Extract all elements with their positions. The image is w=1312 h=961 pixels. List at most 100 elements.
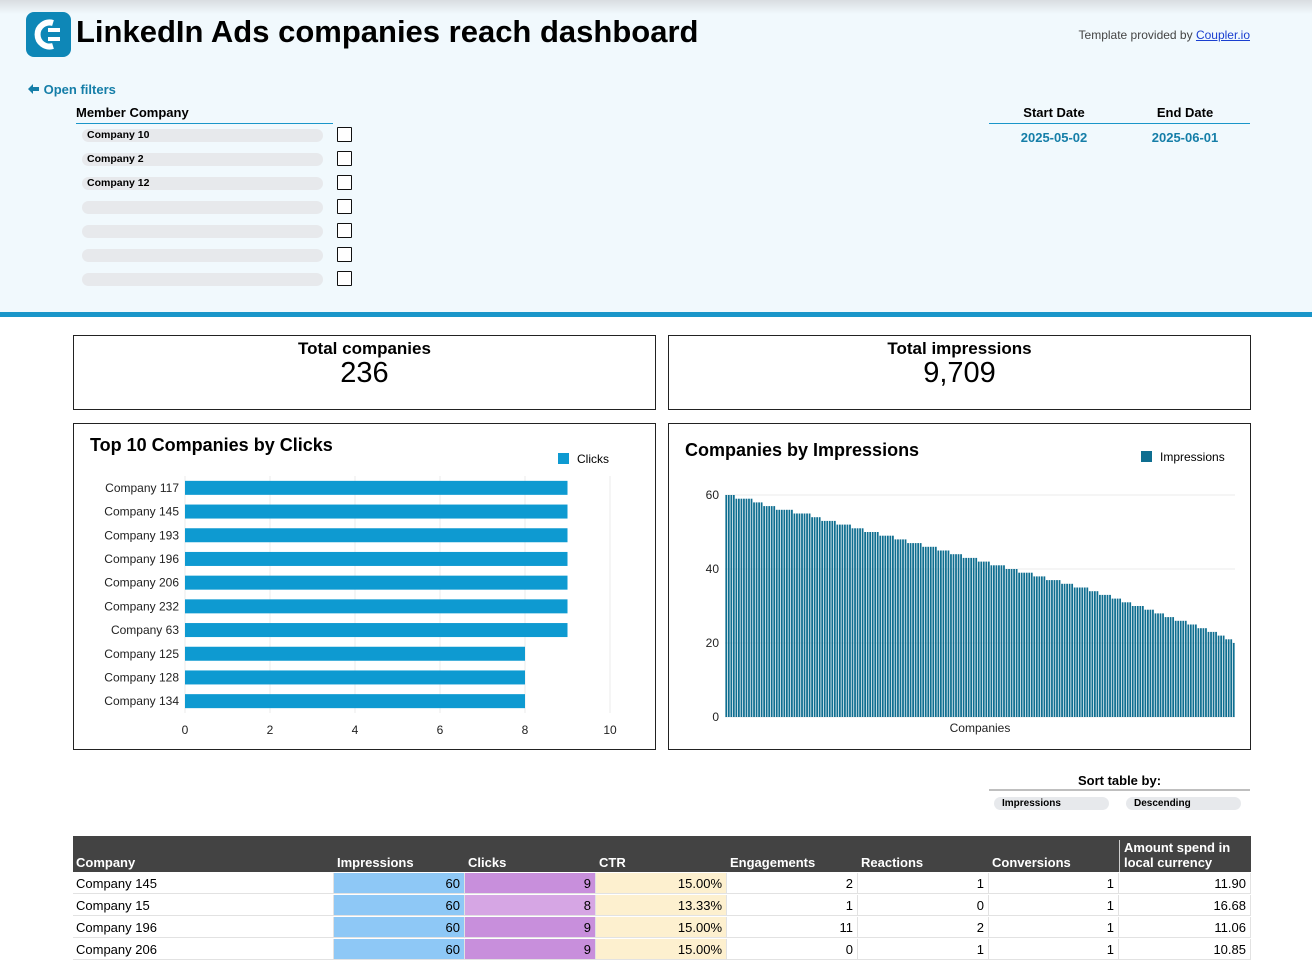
member-company-checkbox[interactable] <box>337 271 352 286</box>
impressions-bar <box>1141 606 1144 717</box>
table-row[interactable]: Company 206 60 9 15.00% 0 1 1 10.85 <box>73 939 1251 961</box>
impressions-bar <box>977 561 980 717</box>
impressions-bar <box>1023 572 1026 717</box>
member-company-option[interactable] <box>82 225 323 238</box>
sort-order-select[interactable]: Descending <box>1126 797 1241 810</box>
impressions-cell: 60 <box>334 917 465 938</box>
impressions-bar <box>1111 598 1114 717</box>
column-header-amount-spend[interactable]: Amount spend in local currency <box>1119 840 1251 872</box>
date-range-header: Start Date End Date <box>989 105 1250 124</box>
impressions-bar <box>1010 569 1013 717</box>
impressions-bar <box>912 543 914 717</box>
coupler-link[interactable]: Coupler.io <box>1195 28 1250 42</box>
header-shadow <box>0 0 1312 14</box>
impressions-bar-chart: 0 20 40 60 Companies <box>706 488 1235 735</box>
impressions-bar <box>1212 631 1215 717</box>
impressions-bar <box>1104 594 1106 717</box>
impressions-bar <box>1154 613 1157 717</box>
coupler-logo-icon <box>26 12 71 57</box>
start-date-label: Start Date <box>1023 105 1085 120</box>
impressions-bar <box>1147 609 1149 717</box>
column-header-ctr[interactable]: CTR <box>599 855 626 870</box>
impressions-bar <box>828 520 831 717</box>
member-company-checkbox[interactable] <box>337 247 352 262</box>
impressions-bar <box>763 506 766 717</box>
member-company-checkbox[interactable] <box>337 223 352 238</box>
category-label: Company 193 <box>104 528 179 542</box>
table-row[interactable]: Company 196 60 9 15.00% 11 2 1 11.06 <box>73 917 1251 939</box>
column-header-clicks[interactable]: Clicks <box>468 855 507 870</box>
impressions-bar <box>998 565 1000 717</box>
impressions-bar <box>902 539 904 717</box>
impressions-bar <box>924 546 927 717</box>
impressions-bar <box>1167 617 1169 717</box>
member-company-option[interactable] <box>82 201 323 214</box>
y-tick-label: 20 <box>706 636 720 650</box>
member-company-option[interactable] <box>82 273 323 286</box>
impressions-bar <box>831 520 834 717</box>
table-row[interactable]: Company 145 60 9 15.00% 2 1 1 11.90 <box>73 873 1251 895</box>
impressions-bar <box>1073 587 1076 717</box>
impressions-bar <box>1126 602 1129 717</box>
impressions-bar <box>962 557 965 717</box>
conversions-cell: 1 <box>989 939 1119 960</box>
impressions-bar <box>798 513 801 717</box>
y-tick-label: 0 <box>712 710 719 724</box>
start-date-value[interactable]: 2025-05-02 <box>1020 130 1088 145</box>
x-axis-label: Companies <box>950 721 1011 735</box>
impressions-bar <box>727 495 730 717</box>
column-header-impressions[interactable]: Impressions <box>337 855 414 870</box>
impressions-bar <box>854 528 856 717</box>
column-header-conversions[interactable]: Conversions <box>992 855 1071 870</box>
impressions-bar <box>793 513 796 717</box>
end-date-label: End Date <box>1156 105 1214 120</box>
ctr-cell: 13.33% <box>596 895 727 916</box>
impressions-bar <box>952 554 955 717</box>
impressions-bar <box>1000 565 1003 717</box>
impressions-bar <box>1038 576 1041 717</box>
member-company-checkbox[interactable] <box>337 199 352 214</box>
column-header-company[interactable]: Company <box>76 855 136 870</box>
member-company-option[interactable]: Company 10 <box>82 129 323 142</box>
category-label: Company 232 <box>104 599 179 613</box>
member-company-checkbox[interactable] <box>337 151 352 166</box>
table-row[interactable]: Company 15 60 8 13.33% 1 0 1 16.68 <box>73 895 1251 917</box>
impressions-bar <box>833 520 836 717</box>
open-filters-label: Open filters <box>43 82 116 97</box>
impressions-bar <box>748 498 750 717</box>
member-company-option[interactable]: Company 12 <box>82 177 323 190</box>
open-filters-button[interactable]: Open filters <box>28 82 116 97</box>
impressions-bar <box>1205 628 1207 717</box>
member-company-option[interactable] <box>82 249 323 262</box>
header-divider <box>0 312 1312 317</box>
impressions-bar <box>1227 639 1230 717</box>
impressions-bar <box>816 517 819 717</box>
impressions-bar <box>851 528 854 717</box>
impressions-bar <box>957 554 960 717</box>
impressions-bar <box>738 498 740 717</box>
impressions-bar <box>826 520 829 717</box>
impressions-bar <box>791 509 793 717</box>
impressions-bar <box>892 535 894 717</box>
column-header-engagements[interactable]: Engagements <box>730 855 816 870</box>
impressions-bar <box>899 539 902 717</box>
clicks-cell: 8 <box>465 895 596 916</box>
impressions-bar <box>1040 576 1043 717</box>
impressions-bar <box>1232 643 1235 717</box>
sort-field-select[interactable]: Impressions <box>994 797 1109 810</box>
impressions-bar <box>1172 617 1175 717</box>
end-date-value[interactable]: 2025-06-01 <box>1151 130 1219 145</box>
ctr-cell: 15.00% <box>596 917 727 938</box>
impressions-bar <box>929 546 932 717</box>
clicks-bar-chart: 0 2 4 6 8 10 Company 117 Company 145 Company 193… <box>104 476 617 737</box>
amount-spend-cell: 11.06 <box>1119 917 1251 938</box>
column-header-reactions[interactable]: Reactions <box>861 855 924 870</box>
member-company-option[interactable]: Company 2 <box>82 153 323 166</box>
x-tick-label: 2 <box>267 723 274 737</box>
impressions-bar <box>1086 587 1089 717</box>
impressions-bar <box>1174 620 1177 717</box>
total-companies-label: Total companies <box>298 339 431 358</box>
member-company-checkbox[interactable] <box>337 127 352 142</box>
impressions-bar <box>849 524 851 717</box>
member-company-checkbox[interactable] <box>337 175 352 190</box>
